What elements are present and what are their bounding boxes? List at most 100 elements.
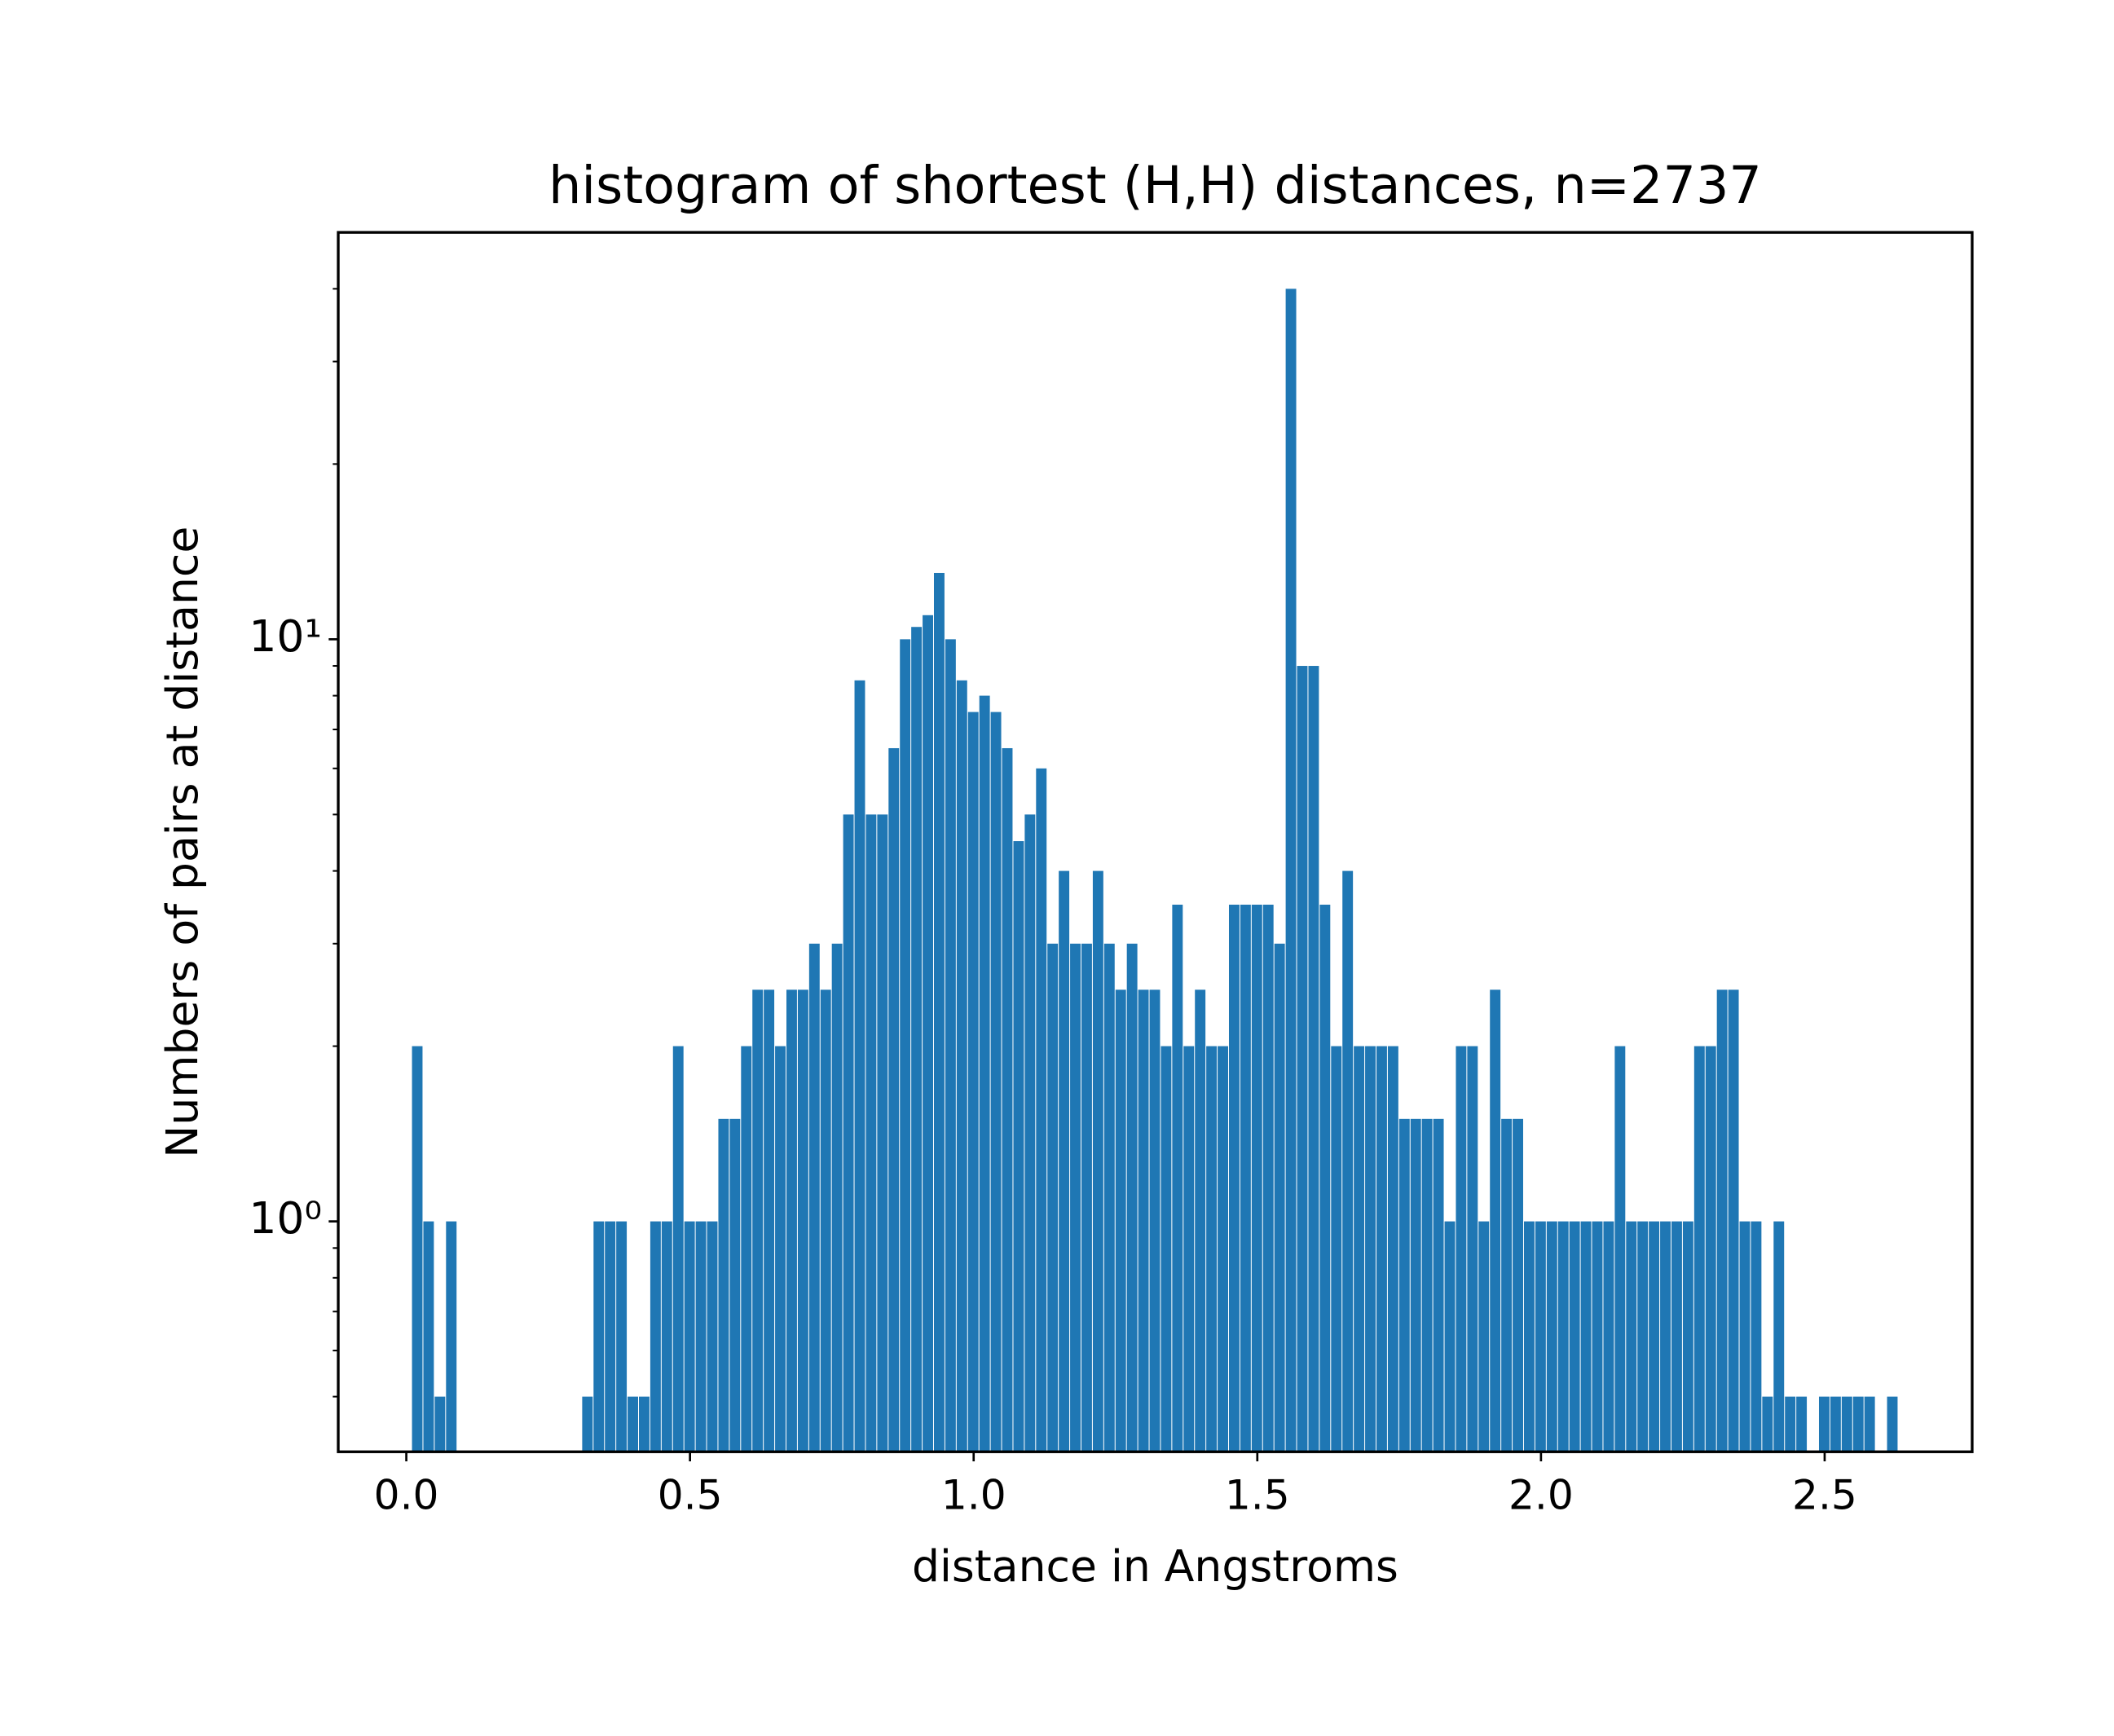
bar <box>1251 905 1262 1452</box>
bar <box>1115 989 1126 1452</box>
bar <box>1092 870 1103 1452</box>
bar <box>933 572 945 1452</box>
bar <box>684 1221 695 1452</box>
bar <box>831 943 843 1452</box>
bar <box>979 695 990 1452</box>
bar <box>1354 1046 1365 1452</box>
bar <box>1818 1396 1830 1452</box>
bar <box>877 814 888 1452</box>
x-tick-label: 2.5 <box>1792 1471 1857 1519</box>
bar <box>1773 1221 1785 1452</box>
plot-frame <box>337 231 1974 1453</box>
bar <box>1274 943 1285 1452</box>
bar <box>1262 905 1274 1452</box>
bar <box>729 1118 741 1452</box>
bar <box>1535 1221 1546 1452</box>
bar <box>1852 1396 1864 1452</box>
bar <box>1319 905 1331 1452</box>
bar <box>1603 1221 1614 1452</box>
bar <box>1195 989 1206 1452</box>
bar <box>1693 1046 1705 1452</box>
bar <box>1218 1046 1228 1452</box>
bar <box>616 1221 628 1452</box>
bar <box>1739 1221 1751 1452</box>
bar <box>707 1221 718 1452</box>
bar <box>1501 1118 1513 1452</box>
bar <box>1490 989 1501 1452</box>
bar <box>1478 1221 1490 1452</box>
bar <box>1716 989 1728 1452</box>
bar <box>695 1221 707 1452</box>
bar <box>1762 1396 1773 1452</box>
bar <box>1070 943 1081 1452</box>
bar <box>1864 1396 1875 1452</box>
bar <box>1467 1046 1478 1452</box>
bar <box>1126 943 1138 1452</box>
bar <box>434 1396 446 1452</box>
bar <box>1626 1221 1637 1452</box>
bar <box>1331 1046 1342 1452</box>
bar <box>923 615 933 1452</box>
bars <box>412 289 1898 1452</box>
bar <box>1580 1221 1592 1452</box>
bar <box>1081 943 1092 1452</box>
bar <box>764 989 775 1452</box>
bar <box>1376 1046 1387 1452</box>
bar <box>1398 1118 1410 1452</box>
bar <box>1433 1118 1444 1452</box>
bar <box>843 814 854 1452</box>
bar <box>1887 1396 1898 1452</box>
bar <box>820 989 831 1452</box>
bar <box>1410 1118 1421 1452</box>
bar <box>1342 870 1354 1452</box>
bar <box>1365 1046 1376 1452</box>
bar <box>1024 814 1036 1452</box>
bar <box>854 680 865 1452</box>
bar <box>1649 1221 1660 1452</box>
bar <box>967 712 979 1452</box>
bar <box>1172 905 1183 1452</box>
bar <box>956 680 967 1452</box>
bar <box>911 627 923 1452</box>
bar <box>628 1396 638 1452</box>
bar <box>741 1046 752 1452</box>
bar <box>1751 1221 1762 1452</box>
bar <box>1614 1046 1626 1452</box>
bar <box>945 639 956 1452</box>
bar <box>1047 943 1059 1452</box>
bar <box>605 1221 616 1452</box>
bar <box>1682 1221 1693 1452</box>
bar <box>593 1221 605 1452</box>
x-axis-label: distance in Angstroms <box>912 1540 1398 1592</box>
bar <box>808 943 820 1452</box>
bar <box>865 814 877 1452</box>
bar <box>1240 905 1251 1452</box>
bar <box>786 989 797 1452</box>
bar <box>1796 1396 1808 1452</box>
bar <box>1013 841 1024 1452</box>
bar <box>1308 666 1319 1452</box>
bar <box>1149 989 1160 1452</box>
bar <box>1569 1221 1580 1452</box>
bar <box>1660 1221 1671 1452</box>
x-tick-label: 1.0 <box>941 1471 1006 1519</box>
bar <box>1705 1046 1716 1452</box>
bar <box>412 1046 423 1452</box>
x-tick-label: 1.5 <box>1225 1471 1290 1519</box>
y-tick-label: 10¹ <box>249 610 322 662</box>
bar <box>1637 1221 1649 1452</box>
bar <box>1183 1046 1195 1452</box>
bar <box>1841 1396 1852 1452</box>
bar <box>1728 989 1739 1452</box>
bar <box>582 1396 593 1452</box>
bar <box>1785 1396 1796 1452</box>
bar <box>1387 1046 1398 1452</box>
bar <box>1103 943 1115 1452</box>
bar <box>672 1046 684 1452</box>
bar <box>1297 666 1308 1452</box>
bar <box>1228 905 1240 1452</box>
x-tick-label: 0.5 <box>658 1471 723 1519</box>
y-axis-label: Numbers of pairs at distance <box>156 527 208 1158</box>
